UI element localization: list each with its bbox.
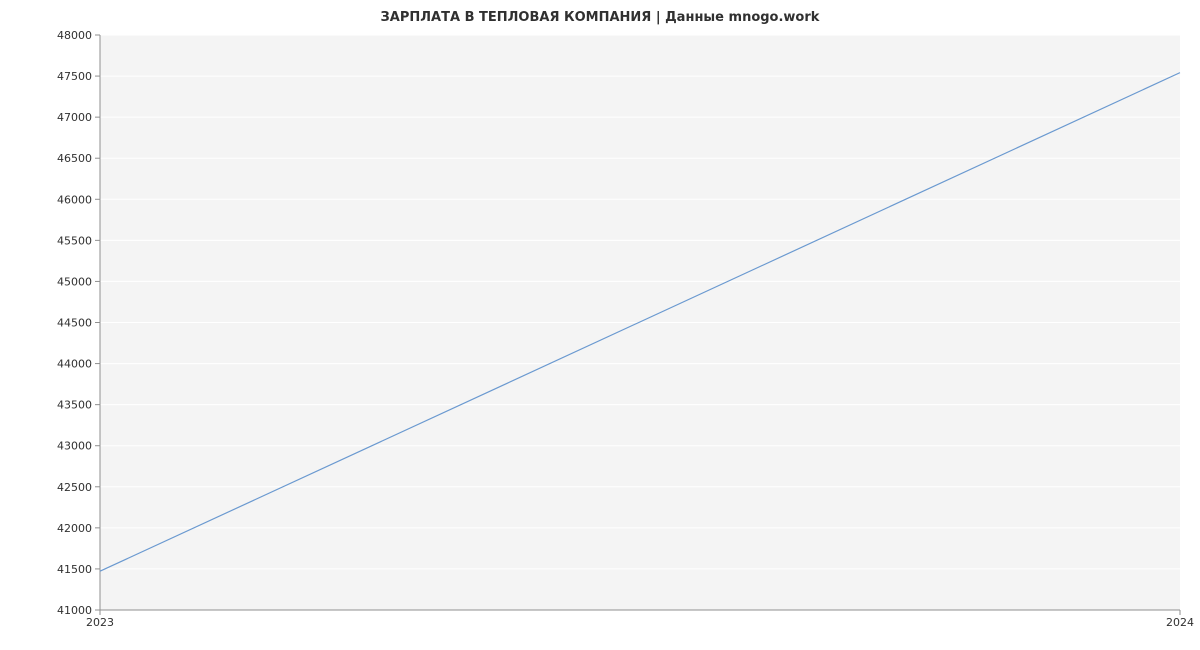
y-tick-label: 42500 [57,481,92,494]
y-tick-label: 43000 [57,440,92,453]
chart-title: ЗАРПЛАТА В ТЕПЛОВАЯ КОМПАНИЯ | Данные mn… [0,0,1200,25]
y-tick-label: 47000 [57,111,92,124]
y-tick-label: 44000 [57,358,92,371]
y-tick-label: 46000 [57,193,92,206]
y-tick-label: 42000 [57,522,92,535]
chart-container: 4100041500420004250043000435004400044500… [0,25,1200,640]
y-tick-label: 45000 [57,275,92,288]
y-tick-label: 48000 [57,29,92,42]
y-tick-label: 44500 [57,317,92,330]
y-tick-label: 45500 [57,234,92,247]
y-tick-label: 47500 [57,70,92,83]
y-tick-label: 41500 [57,563,92,576]
x-tick-label: 2023 [86,616,114,629]
line-chart: 4100041500420004250043000435004400044500… [0,25,1200,640]
x-tick-label: 2024 [1166,616,1194,629]
y-tick-label: 43500 [57,399,92,412]
y-tick-label: 46500 [57,152,92,165]
